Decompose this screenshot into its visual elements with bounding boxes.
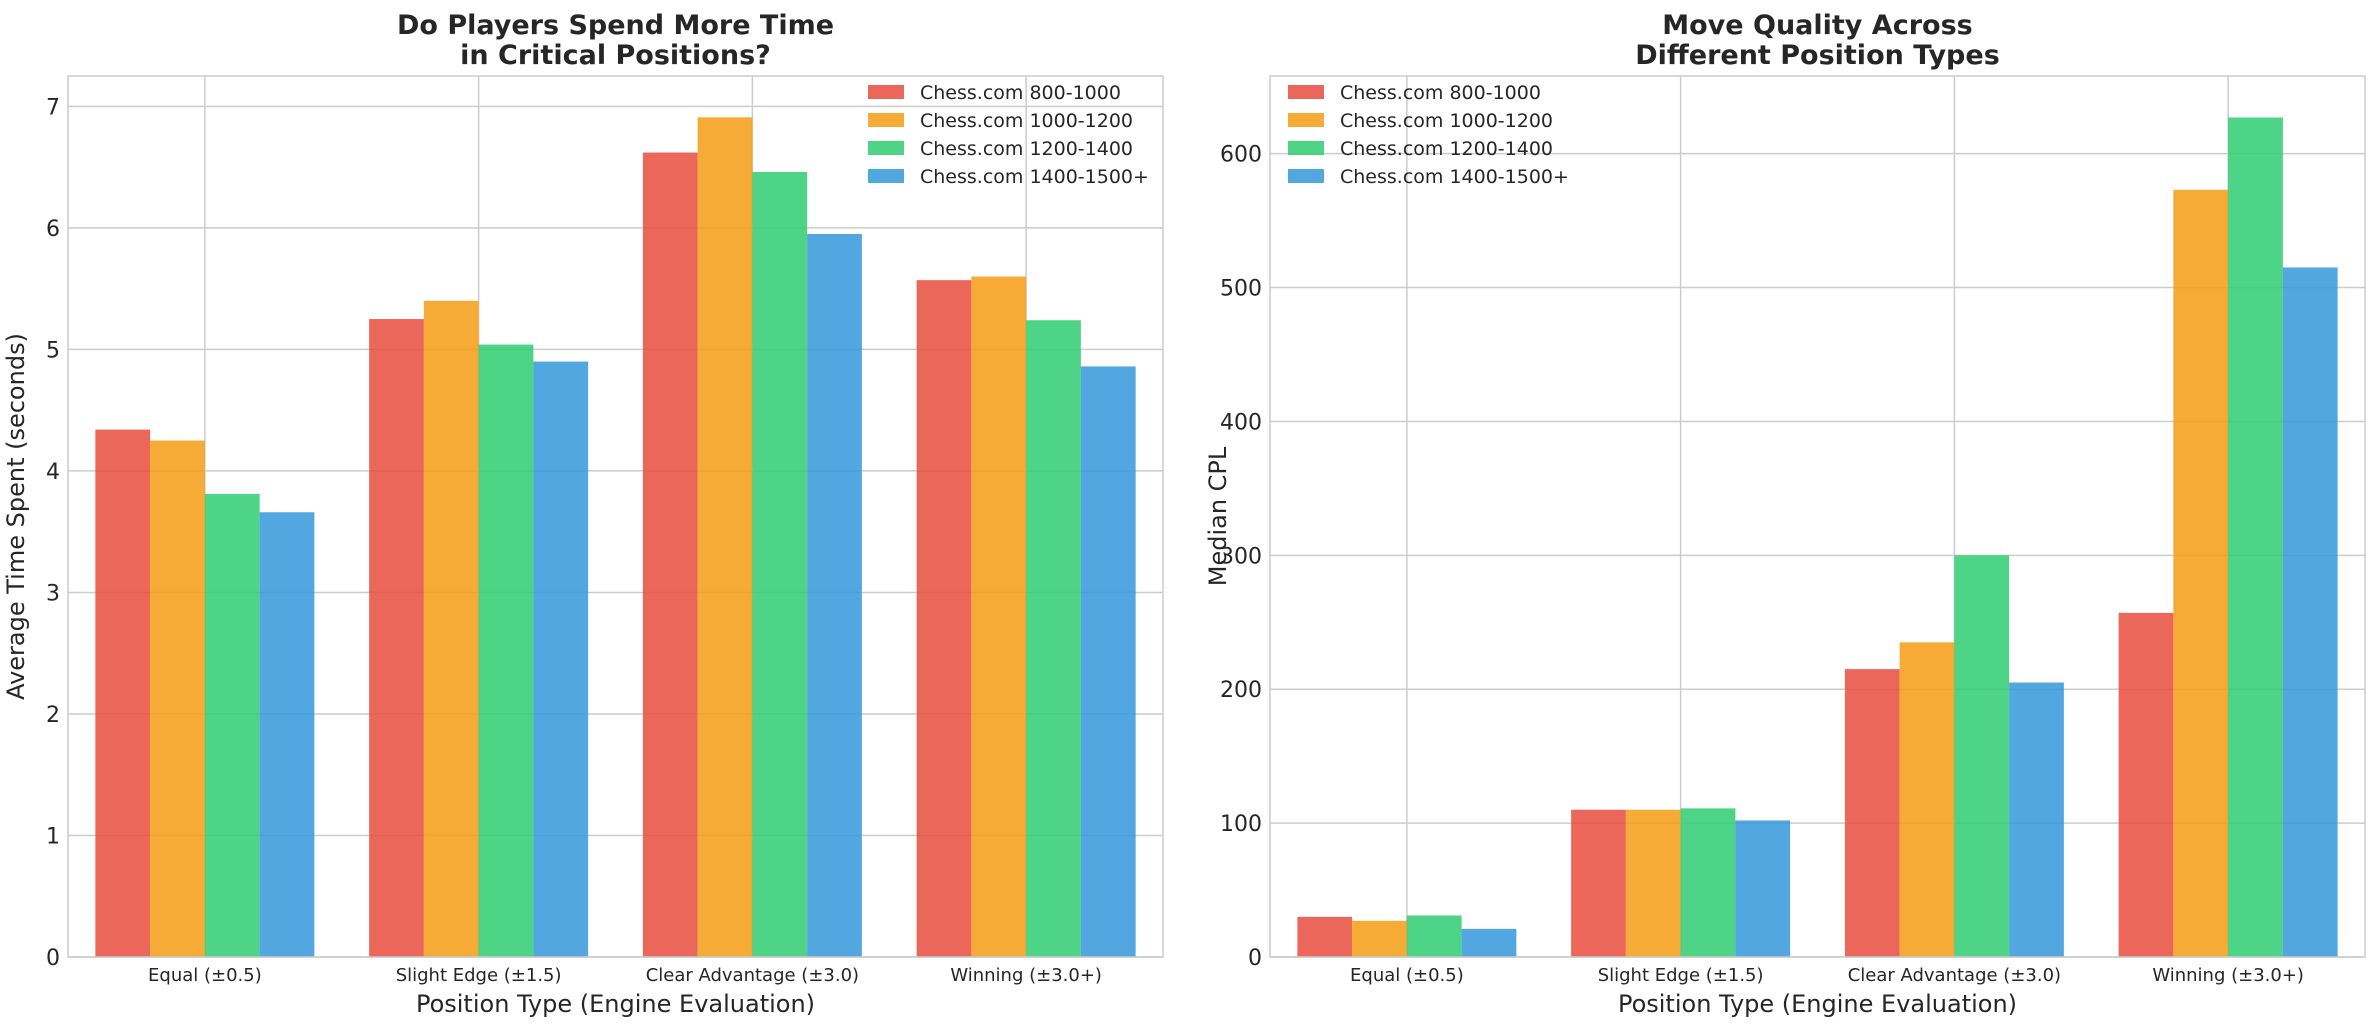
bar: [1625, 809, 1681, 957]
bar: [1680, 808, 1736, 957]
x-axis-label: Position Type (Engine Evaluation): [416, 990, 815, 1018]
bar: [1080, 366, 1136, 957]
chart-title: Different Position Types: [1635, 40, 2000, 71]
plot-frame: [67, 75, 1164, 958]
bar: [533, 361, 589, 957]
x-tick-label: Winning (±3.0+): [2152, 965, 2304, 986]
bar: [971, 276, 1027, 958]
legend-label: Chess.com 1400-1500+: [920, 166, 1149, 188]
x-tick-label: Winning (±3.0+): [950, 965, 1102, 986]
bar: [916, 280, 972, 958]
x-tick-label: Equal (±0.5): [1350, 965, 1464, 986]
y-axis-label: Average Time Spent (seconds): [2, 333, 30, 700]
chart-panel-1: 0 1 2 3 4 5 6 7 Equal (±0.5) Slight Edge (±1.5) Cl…: [2, 10, 1164, 1018]
y-tick-label: 5: [46, 338, 60, 363]
bar: [259, 512, 315, 957]
x-tick-label: Slight Edge (±1.5): [1598, 965, 1764, 986]
x-axis-label: Position Type (Engine Evaluation): [1618, 990, 2017, 1018]
y-axis-label: Median CPL: [1204, 446, 1232, 586]
legend-label: Chess.com 1400-1500+: [1340, 166, 1569, 188]
legend-swatch: [1288, 85, 1324, 99]
y-tick-label: 600: [1220, 143, 1262, 168]
bar: [1026, 320, 1081, 958]
legend-label: Chess.com 1200-1400: [920, 138, 1133, 160]
bar: [1352, 920, 1407, 957]
y-tick-label: 7: [46, 95, 60, 120]
bar: [1461, 928, 1517, 957]
legend-swatch: [868, 85, 904, 99]
legend-label: Chess.com 1200-1400: [1340, 138, 1553, 160]
legend-label: Chess.com 800-1000: [1340, 82, 1541, 104]
bar: [369, 319, 424, 957]
legend-swatch: [868, 169, 904, 183]
bar: [2282, 267, 2338, 958]
y-tick-label: 400: [1220, 410, 1262, 435]
y-tick-label: 2: [46, 703, 60, 728]
y-tick-label: 1: [46, 824, 60, 849]
bar: [1297, 916, 1353, 957]
legend-swatch: [1288, 169, 1324, 183]
bar: [1844, 669, 1900, 957]
chart-title: in Critical Positions?: [460, 40, 771, 71]
bar: [1571, 809, 1626, 957]
bar: [204, 494, 260, 957]
bar: [2118, 612, 2174, 957]
chart-title: Do Players Spend More Time: [397, 10, 834, 41]
legend-swatch: [868, 141, 904, 155]
bar: [642, 152, 698, 958]
bar: [697, 117, 753, 958]
bar: [1735, 820, 1791, 957]
y-tick-label: 0: [1248, 946, 1262, 971]
bar: [1899, 642, 1955, 957]
plot-frame: [1269, 75, 2366, 958]
x-tick-label: Slight Edge (±1.5): [396, 965, 562, 986]
bar: [95, 429, 151, 957]
y-tick-label: 6: [46, 217, 60, 242]
x-tick-label: Equal (±0.5): [148, 965, 262, 986]
y-tick-label: 4: [46, 460, 60, 485]
bar: [2228, 117, 2283, 957]
legend-label: Chess.com 1000-1200: [920, 110, 1133, 132]
bar: [1954, 555, 2010, 957]
bar: [807, 233, 862, 957]
bar: [478, 344, 534, 957]
bar: [1406, 915, 1462, 957]
y-tick-label: 0: [46, 946, 60, 971]
x-tick-label: Clear Advantage (±3.0): [646, 965, 859, 986]
bar: [752, 171, 808, 957]
y-tick-label: 3: [46, 581, 60, 606]
y-tick-label: 200: [1220, 678, 1262, 703]
y-tick-label: 300: [1220, 544, 1262, 569]
bar: [2009, 682, 2064, 957]
x-tick-label: Clear Advantage (±3.0): [1848, 965, 2061, 986]
legend-label: Chess.com 1000-1200: [1340, 110, 1553, 132]
legend-label: Chess.com 800-1000: [920, 82, 1121, 104]
bar: [150, 440, 205, 957]
legend-swatch: [1288, 113, 1324, 127]
chart-panel-2: 0 100 200 300 400 500 600 Equal (±0.5) Slight Ed…: [1204, 10, 2366, 1018]
bar: [423, 300, 479, 957]
bar: [2173, 189, 2229, 957]
legend-swatch: [1288, 141, 1324, 155]
y-tick-label: 500: [1220, 277, 1262, 302]
chart-title: Move Quality Across: [1662, 10, 1972, 41]
y-tick-label: 100: [1220, 812, 1262, 837]
legend-swatch: [868, 113, 904, 127]
